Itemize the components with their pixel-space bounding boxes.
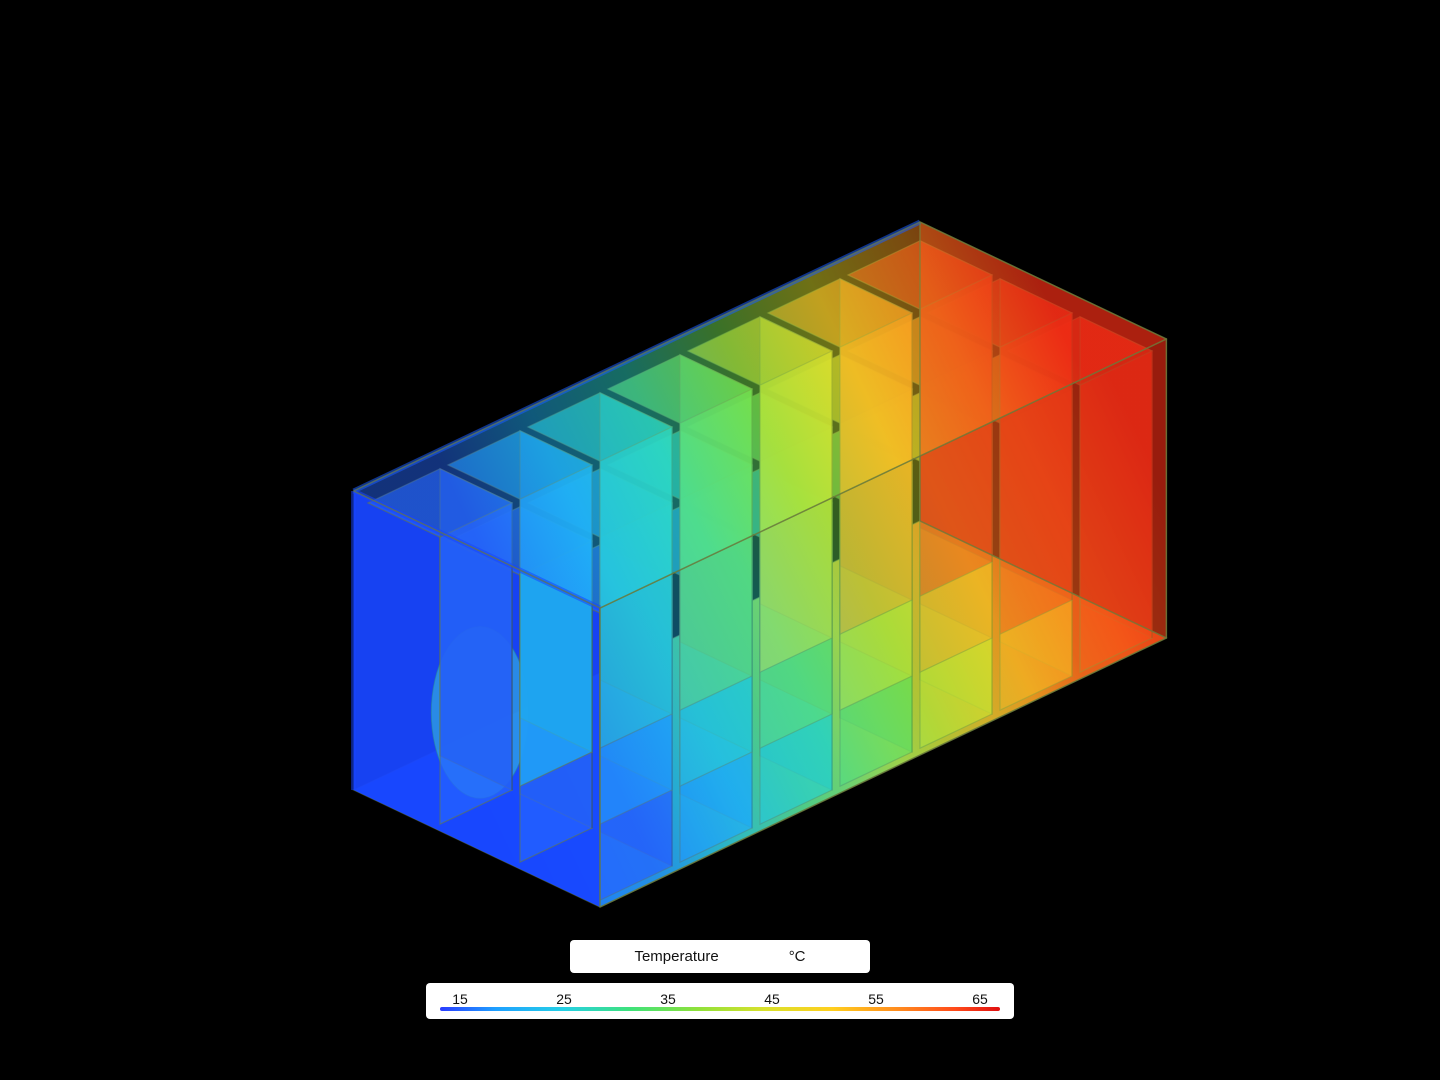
legend-ticks: 15 25 35 45 55 65 (440, 991, 1000, 1007)
legend-title-text: Temperature (634, 948, 718, 965)
thermal-render[interactable] (0, 0, 1440, 1080)
legend-tick: 55 (856, 991, 896, 1007)
legend-tick: 65 (960, 991, 1000, 1007)
legend-tick: 15 (440, 991, 480, 1007)
legend-tick: 25 (544, 991, 584, 1007)
legend-title-panel: Temperature °C (570, 940, 870, 973)
legend: Temperature °C 15 25 35 45 55 65 (0, 940, 1440, 1019)
legend-tick: 45 (752, 991, 792, 1007)
legend-scale-panel[interactable]: 15 25 35 45 55 65 (426, 983, 1014, 1019)
legend-gradient-bar (440, 1007, 1000, 1011)
legend-unit-text: °C (789, 948, 806, 965)
legend-tick: 35 (648, 991, 688, 1007)
simulation-viewport[interactable]: { "viewport": { "width": 1440, "height":… (0, 0, 1440, 1080)
